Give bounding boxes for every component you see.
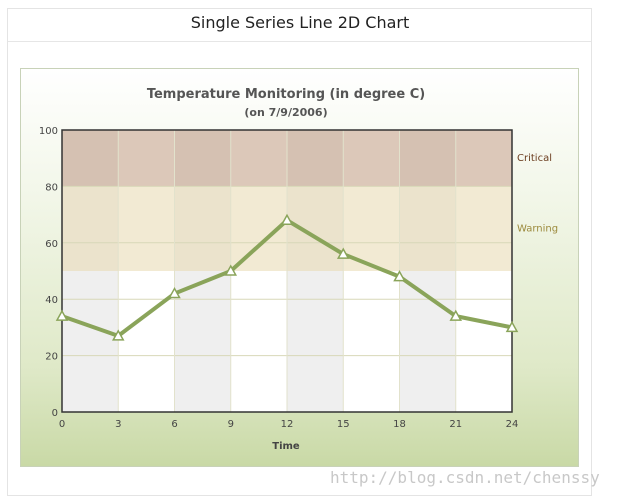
data-point	[224, 264, 238, 276]
x-tick-label: 21	[449, 419, 462, 430]
data-point	[55, 309, 69, 321]
plot-border	[61, 129, 513, 413]
data-points	[55, 213, 519, 341]
y-tick-label: 60	[45, 239, 58, 250]
x-tick-label: 12	[281, 419, 294, 430]
x-tick-label: 0	[59, 419, 65, 430]
trend-zones: Critical Warning	[62, 130, 558, 271]
data-point	[111, 329, 125, 341]
y-tick-label: 20	[45, 352, 58, 363]
x-tick-label: 24	[506, 419, 519, 430]
data-point	[168, 287, 181, 299]
x-tick-label: 6	[171, 419, 177, 430]
axes	[61, 129, 513, 413]
chart-title: Temperature Monitoring (in degree C)	[147, 87, 425, 102]
x-tick-label: 15	[337, 419, 350, 430]
x-tick-label: 18	[393, 419, 406, 430]
data-point	[280, 213, 294, 225]
trend-zone-label: Critical	[517, 153, 552, 164]
gridlines	[62, 130, 512, 412]
y-tick-label: 80	[45, 182, 58, 193]
data-point	[336, 247, 350, 259]
y-tick-label: 40	[45, 295, 58, 306]
data-point	[505, 320, 519, 333]
trend-zone-label: Warning	[517, 224, 558, 235]
page-title: Single Series Line 2D Chart	[190, 13, 410, 32]
chart-subtitle: (on 7/9/2006)	[244, 106, 327, 119]
watermark: http://blog.csdn.net/chenssy	[330, 468, 600, 487]
x-axis-label: Time	[272, 441, 300, 452]
tick-labels: 0 20 40 60 80 100 0 3 6 9 12 15 18 21 24	[39, 126, 518, 430]
data-point	[449, 309, 463, 321]
x-tick-label: 3	[115, 419, 121, 430]
data-point	[393, 270, 406, 282]
y-tick-label: 0	[52, 408, 58, 419]
title-divider	[8, 41, 591, 42]
y-tick-label: 100	[39, 126, 58, 137]
x-tick-label: 9	[228, 419, 234, 430]
